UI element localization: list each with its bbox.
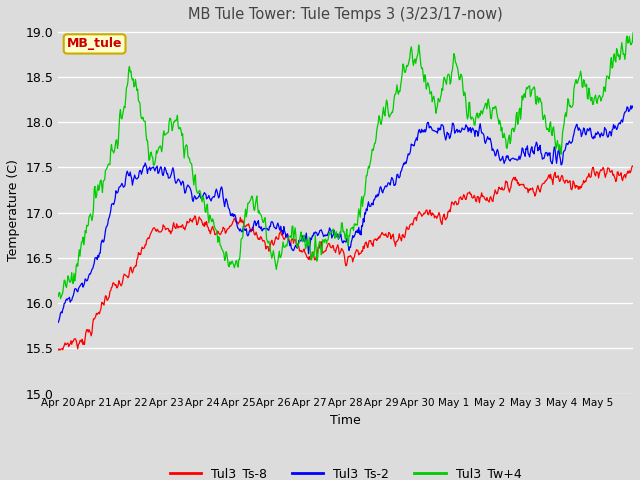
Text: MB_tule: MB_tule	[67, 37, 122, 50]
Y-axis label: Temperature (C): Temperature (C)	[7, 159, 20, 262]
Legend: Tul3_Ts-8, Tul3_Ts-2, Tul3_Tw+4: Tul3_Ts-8, Tul3_Ts-2, Tul3_Tw+4	[165, 462, 526, 480]
X-axis label: Time: Time	[330, 414, 361, 427]
Title: MB Tule Tower: Tule Temps 3 (3/23/17-now): MB Tule Tower: Tule Temps 3 (3/23/17-now…	[188, 7, 503, 22]
